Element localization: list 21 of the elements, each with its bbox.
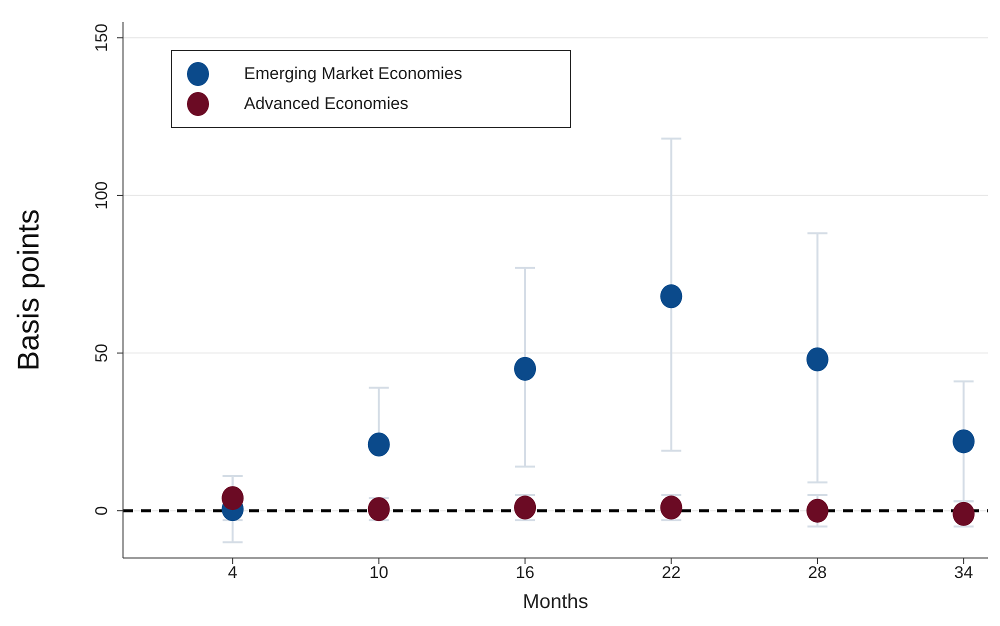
point bbox=[222, 486, 244, 510]
point bbox=[514, 356, 536, 381]
legend-label: Advanced Economies bbox=[244, 93, 408, 115]
x-tick-label: 28 bbox=[808, 563, 827, 582]
x-axis-title: Months bbox=[522, 591, 588, 613]
x-tick-label: 10 bbox=[369, 563, 388, 582]
point bbox=[660, 284, 682, 308]
point bbox=[806, 347, 828, 372]
x-tick-label: 34 bbox=[954, 563, 974, 582]
y-tick-label: 100 bbox=[92, 181, 111, 210]
y-tick-label: 0 bbox=[92, 506, 111, 516]
y-tick-label: 150 bbox=[92, 24, 111, 52]
point bbox=[952, 429, 975, 454]
point bbox=[368, 432, 390, 456]
x-tick-label: 22 bbox=[662, 563, 681, 582]
y-axis-title: Basis points bbox=[12, 209, 46, 371]
legend-label: Emerging Market Economies bbox=[244, 63, 462, 85]
point bbox=[806, 498, 828, 523]
y-tick-label: 50 bbox=[92, 344, 111, 363]
x-tick-label: 4 bbox=[228, 563, 238, 582]
x-tick-label: 16 bbox=[516, 563, 535, 582]
